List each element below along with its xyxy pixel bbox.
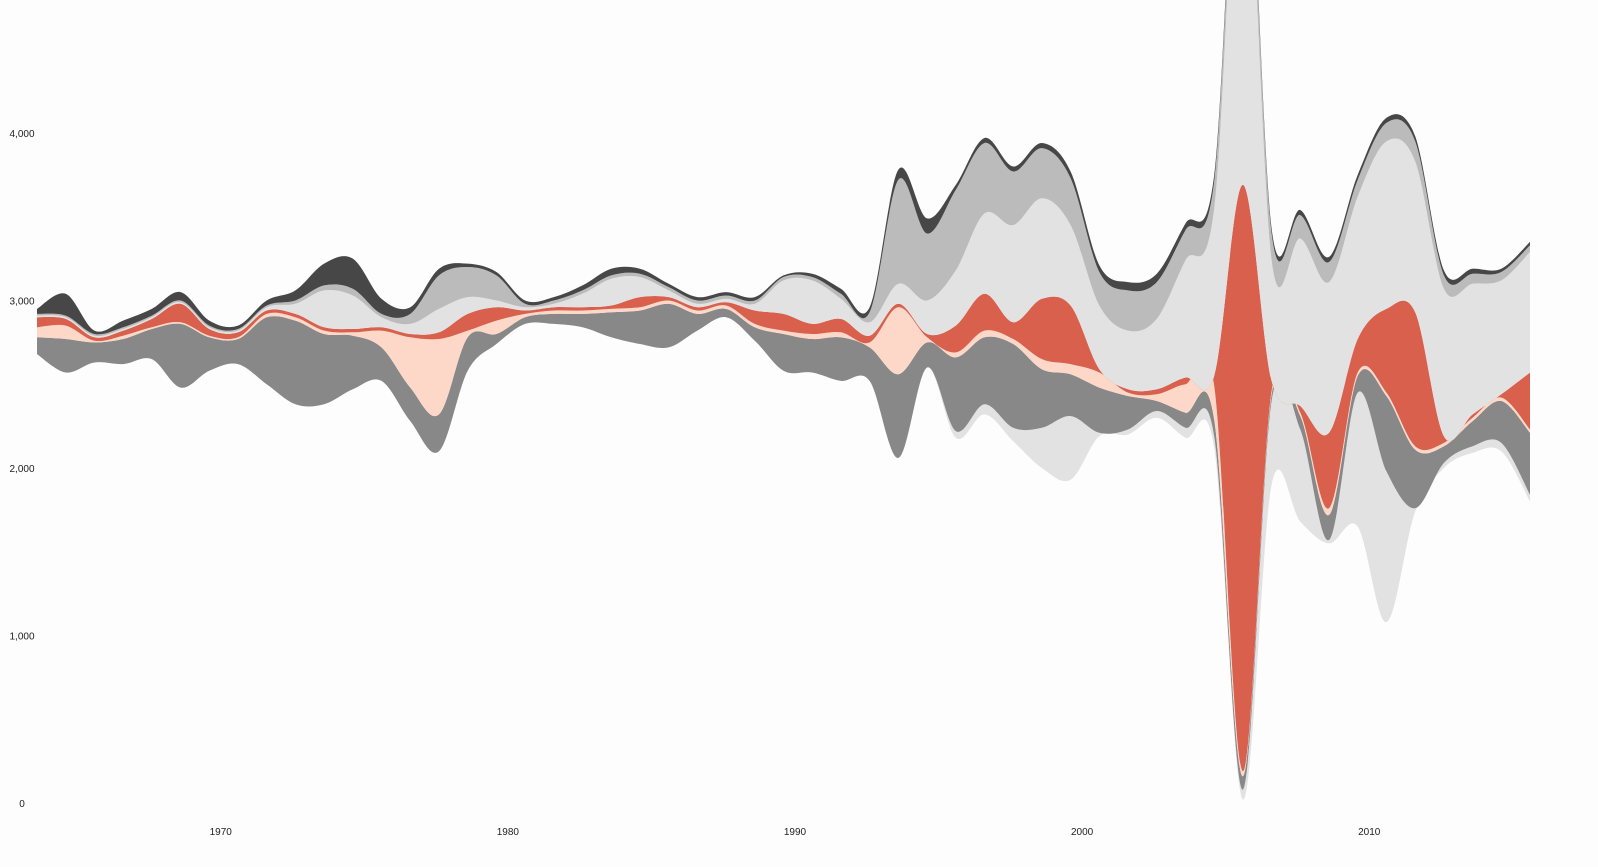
stream-layer-3 xyxy=(37,0,1530,442)
y-tick-label: 3,000 xyxy=(9,297,34,308)
y-tick-label: 0 xyxy=(19,799,25,810)
y-tick-label: 1,000 xyxy=(9,632,34,643)
x-tick-label: 1990 xyxy=(784,827,807,838)
stream-layer-1 xyxy=(37,0,1530,335)
y-tick-label: 4,000 xyxy=(9,129,34,140)
x-tick-label: 2010 xyxy=(1358,827,1381,838)
x-tick-label: 2000 xyxy=(1071,827,1094,838)
x-tick-label: 1980 xyxy=(497,827,520,838)
stream-layers xyxy=(37,0,1530,800)
y-tick-label: 2,000 xyxy=(9,464,34,475)
x-tick-label: 1970 xyxy=(210,827,233,838)
x-axis: 1970 1980 1990 2000 2010 xyxy=(210,827,1381,838)
y-axis: 0 1,000 2,000 3,000 4,000 xyxy=(9,129,34,810)
stream-layer-4 xyxy=(37,184,1530,772)
stream-layer-6 xyxy=(37,303,1530,790)
